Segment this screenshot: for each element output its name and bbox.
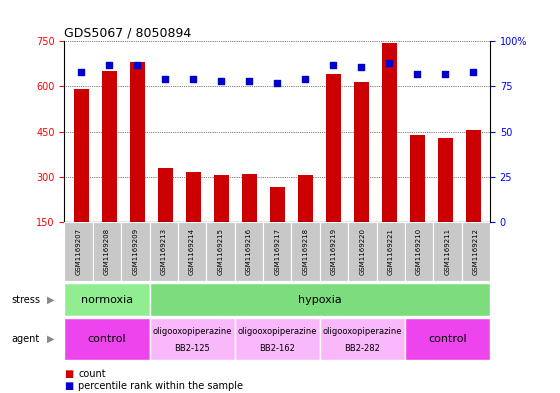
Bar [465,130,481,222]
Bar [206,222,235,281]
Bar [64,222,93,281]
Bar [178,222,206,281]
Point [105,62,114,68]
Text: GSM1169207: GSM1169207 [76,228,82,275]
Text: oligooxopiperazine: oligooxopiperazine [237,327,317,336]
Text: GSM1169209: GSM1169209 [132,228,138,275]
Text: ■: ■ [64,369,74,379]
Text: BB2-125: BB2-125 [174,343,210,353]
Text: BB2-162: BB2-162 [259,343,295,353]
Bar [64,318,150,360]
Bar [213,175,229,222]
Point [469,69,478,75]
Bar [376,222,405,281]
Bar [320,222,348,281]
Bar [150,222,178,281]
Text: oligooxopiperazine: oligooxopiperazine [323,327,402,336]
Bar [405,222,433,281]
Text: oligooxopiperazine: oligooxopiperazine [152,327,232,336]
Bar [405,318,490,360]
Bar [263,222,291,281]
Bar [121,222,150,281]
Bar [150,318,235,360]
Text: GSM1169212: GSM1169212 [473,228,479,275]
Text: hypoxia: hypoxia [298,295,342,305]
Text: GSM1169214: GSM1169214 [189,228,195,275]
Text: ■: ■ [64,381,74,391]
Text: ▶: ▶ [46,295,54,305]
Point [413,71,422,77]
Bar [291,222,320,281]
Bar [157,168,173,222]
Text: GSM1169217: GSM1169217 [274,228,280,275]
Point [133,62,142,68]
Text: GSM1169208: GSM1169208 [104,228,110,275]
Text: GSM1169213: GSM1169213 [161,228,167,275]
Text: GSM1169219: GSM1169219 [331,228,337,275]
Text: stress: stress [11,295,40,305]
Point [357,63,366,70]
Bar [235,222,263,281]
Bar [325,74,341,222]
Bar [185,172,201,222]
Point [385,60,394,66]
Point [77,69,86,75]
Text: GSM1169216: GSM1169216 [246,228,252,275]
Point [273,80,282,86]
Point [301,76,310,83]
Text: ▶: ▶ [46,334,54,344]
Bar [320,318,405,360]
Text: GSM1169220: GSM1169220 [360,228,365,275]
Bar [353,82,369,222]
Text: GDS5067 / 8050894: GDS5067 / 8050894 [64,26,192,39]
Text: GSM1169221: GSM1169221 [388,228,394,275]
Bar [269,187,285,222]
Bar [101,72,117,222]
Bar [73,90,89,222]
Point [245,78,254,84]
Bar [129,62,145,222]
Text: count: count [78,369,106,379]
Text: control: control [428,334,466,344]
Point [217,78,226,84]
Text: percentile rank within the sample: percentile rank within the sample [78,381,244,391]
Text: GSM1169210: GSM1169210 [416,228,422,275]
Point [441,71,450,77]
Bar [235,318,320,360]
Bar [409,135,425,222]
Text: control: control [88,334,126,344]
Text: agent: agent [11,334,39,344]
Text: GSM1169211: GSM1169211 [445,228,450,275]
Bar [241,174,257,222]
Text: GSM1169218: GSM1169218 [302,228,309,275]
Bar [461,222,490,281]
Text: GSM1169215: GSM1169215 [217,228,223,275]
Bar [348,222,376,281]
Point [161,76,170,83]
Point [189,76,198,83]
Bar [64,283,150,316]
Bar [381,43,397,222]
Text: BB2-282: BB2-282 [344,343,380,353]
Bar [297,175,313,222]
Bar [437,138,453,222]
Bar [433,222,461,281]
Bar [150,283,490,316]
Point [329,62,338,68]
Text: normoxia: normoxia [81,295,133,305]
Bar [93,222,121,281]
